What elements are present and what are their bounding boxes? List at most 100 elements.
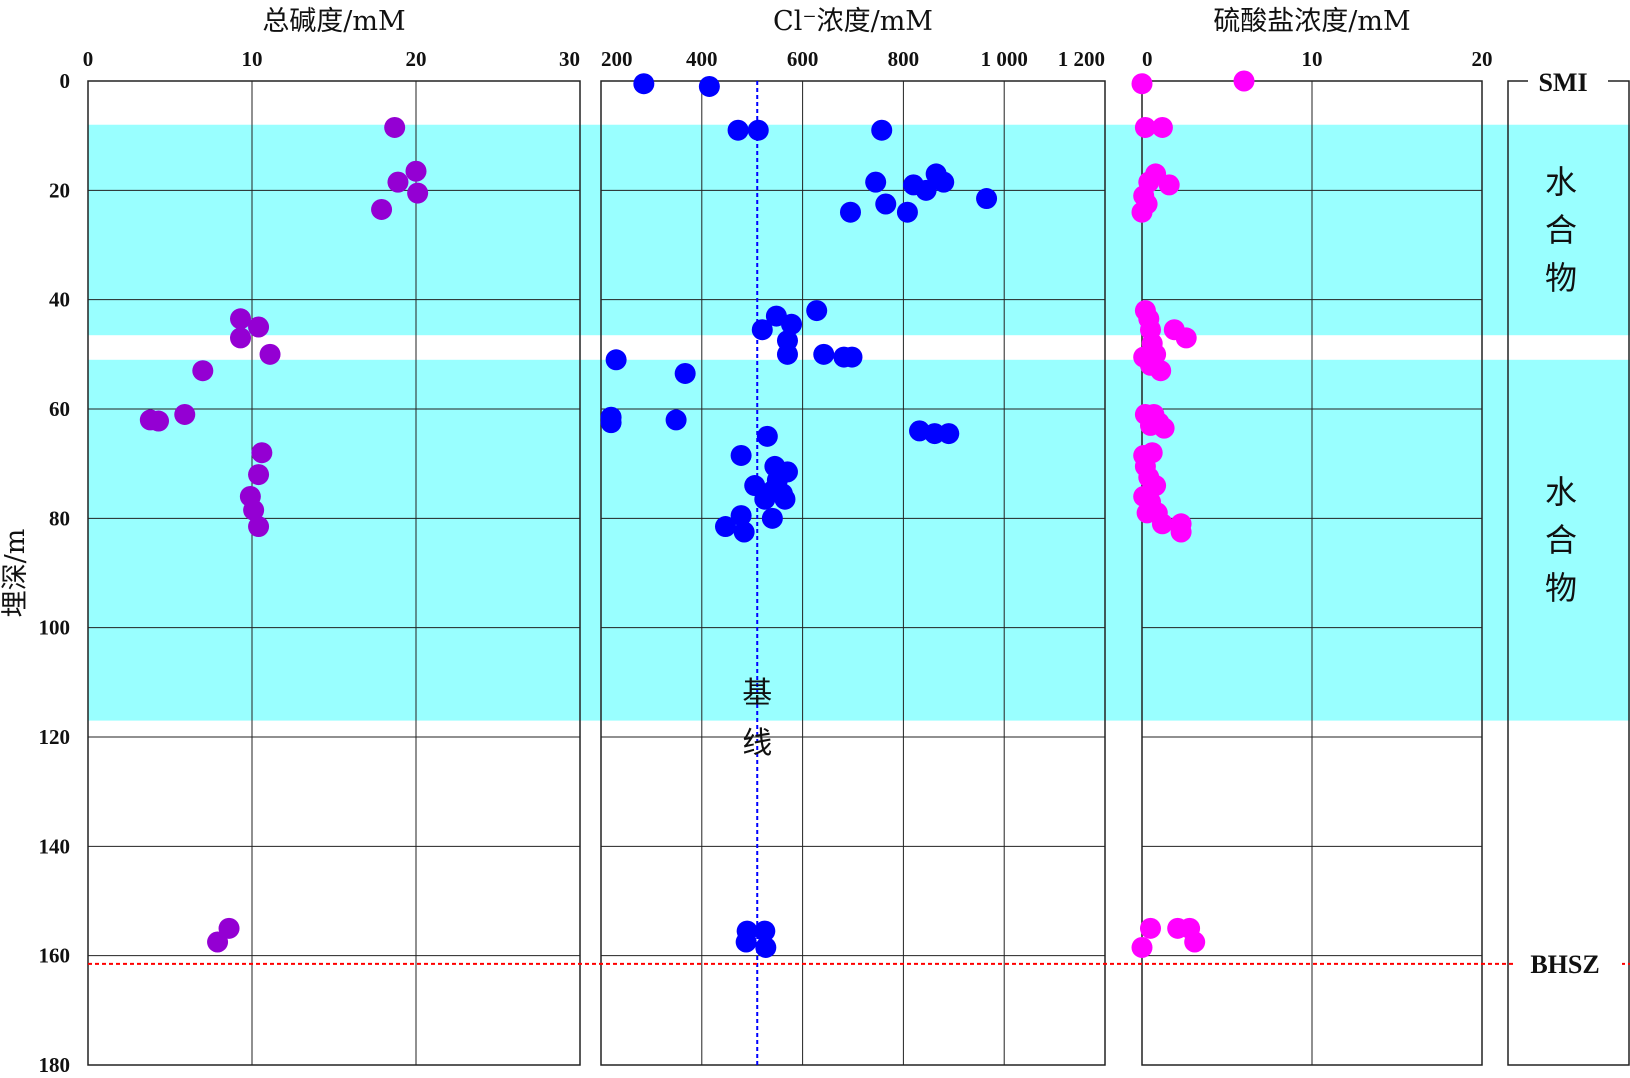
sulfate-point: [1140, 354, 1161, 376]
panel-frame: [87, 80, 581, 1066]
chloride-point: [756, 425, 778, 447]
chloride-point: [871, 119, 893, 141]
alkalinity-point: [192, 360, 214, 382]
x-tick-label: 400: [686, 47, 718, 71]
alkalinity-point: [259, 343, 281, 365]
chloride-point: [875, 193, 897, 215]
panel-frame: [600, 80, 1106, 1066]
hydrate-zone-label: 水合物: [1545, 163, 1577, 297]
alkalinity-point: [387, 171, 409, 193]
hydrate-zone-label-char: 物: [1545, 569, 1577, 607]
y-tick-label: 100: [39, 616, 71, 640]
chloride-point: [735, 931, 757, 953]
alkalinity-point: [384, 116, 406, 138]
chloride-point: [730, 505, 752, 527]
alkalinity-point: [248, 464, 270, 486]
chloride-point: [806, 300, 828, 322]
smi-label: SMI: [1538, 68, 1587, 97]
hydrate-zone-label-char: 水: [1545, 473, 1577, 511]
sulfate-point: [1131, 201, 1153, 223]
chloride-point: [674, 362, 696, 384]
hydrate-zone-label-char: 物: [1545, 259, 1577, 297]
x-tick-label: 1 000: [981, 47, 1028, 71]
sulfate-point: [1170, 521, 1192, 543]
chloride-point: [896, 201, 918, 223]
chloride-point: [865, 171, 887, 193]
hydrate-zone-band: [88, 124, 1630, 336]
chloride-point: [754, 488, 776, 510]
sulfate-point: [1153, 417, 1175, 439]
chloride-point: [841, 346, 863, 368]
bhsz-label: BHSZ: [1530, 950, 1599, 979]
chloride-point: [747, 119, 769, 141]
panel-title: 总碱度/mM: [262, 6, 405, 37]
baseline-label: 基线: [742, 676, 772, 761]
chloride-point: [813, 343, 835, 365]
chloride-point: [600, 412, 622, 434]
x-tick-label: 20: [1472, 47, 1493, 71]
x-tick-label: 30: [559, 47, 580, 71]
alkalinity-point: [230, 308, 252, 330]
reference-lines-layer: [88, 81, 1630, 1065]
x-tick-label: 0: [83, 47, 94, 71]
chloride-point: [933, 171, 955, 193]
chloride-point: [915, 179, 937, 201]
sulfate-point: [1151, 513, 1173, 535]
hydrate-zone-label: 水合物: [1545, 473, 1577, 607]
x-tick-label: 20: [406, 47, 427, 71]
panel-frame: [1141, 80, 1483, 1066]
baseline-label-char: 线: [742, 726, 772, 761]
sulfate-point: [1140, 917, 1161, 939]
chloride-point: [761, 507, 783, 529]
chloride-point: [755, 936, 777, 958]
chloride-point: [730, 444, 752, 466]
chloride-point: [776, 343, 798, 365]
y-tick-label: 0: [60, 69, 71, 93]
y-tick-label: 160: [39, 944, 71, 968]
chloride-point: [665, 409, 687, 431]
y-tick-label: 60: [49, 397, 70, 421]
y-tick-label: 120: [39, 725, 71, 749]
sulfate-point: [1131, 73, 1153, 95]
chloride-point: [839, 201, 861, 223]
x-tick-label: 600: [787, 47, 819, 71]
baseline-label-char: 基: [742, 676, 772, 711]
x-tick-label: 10: [242, 47, 263, 71]
alkalinity-point: [407, 182, 429, 204]
alkalinity-point: [243, 499, 265, 521]
y-tick-label: 180: [39, 1053, 71, 1077]
sulfate-point: [1158, 174, 1180, 196]
hydrate-zone-band: [88, 359, 1630, 721]
alkalinity-point: [248, 516, 270, 538]
sulfate-point: [1151, 116, 1173, 138]
alkalinity-point: [174, 403, 196, 425]
alkalinity-point: [371, 198, 393, 220]
sulfate-point: [1184, 931, 1206, 953]
alkalinity-point: [148, 410, 170, 432]
alkalinity-point: [251, 442, 273, 464]
chloride-point: [938, 423, 960, 445]
hydrate-zone-label-char: 合: [1545, 211, 1577, 249]
x-tick-label: 0: [1142, 47, 1153, 71]
x-tick-label: 10: [1302, 47, 1323, 71]
chloride-point: [751, 319, 773, 341]
chloride-point: [633, 73, 655, 95]
chloride-point: [774, 488, 796, 510]
alkalinity-point: [405, 160, 427, 182]
marker-label-bg: [1516, 943, 1622, 980]
alkalinity-point: [230, 327, 252, 349]
hydrate-zone-label-char: 合: [1545, 521, 1577, 559]
panel-title: Cl⁻浓度/mM: [773, 6, 933, 37]
y-tick-label: 20: [49, 178, 70, 202]
sulfate-point: [1233, 70, 1255, 92]
alkalinity-point: [207, 931, 229, 953]
points-layer: [139, 70, 1255, 958]
sulfate-point: [1134, 116, 1156, 138]
x-tick-label: 1 200: [1058, 47, 1105, 71]
chloride-point: [714, 516, 736, 538]
chloride-point: [605, 349, 627, 371]
y-tick-label: 40: [49, 288, 70, 312]
sulfate-point: [1131, 936, 1153, 958]
